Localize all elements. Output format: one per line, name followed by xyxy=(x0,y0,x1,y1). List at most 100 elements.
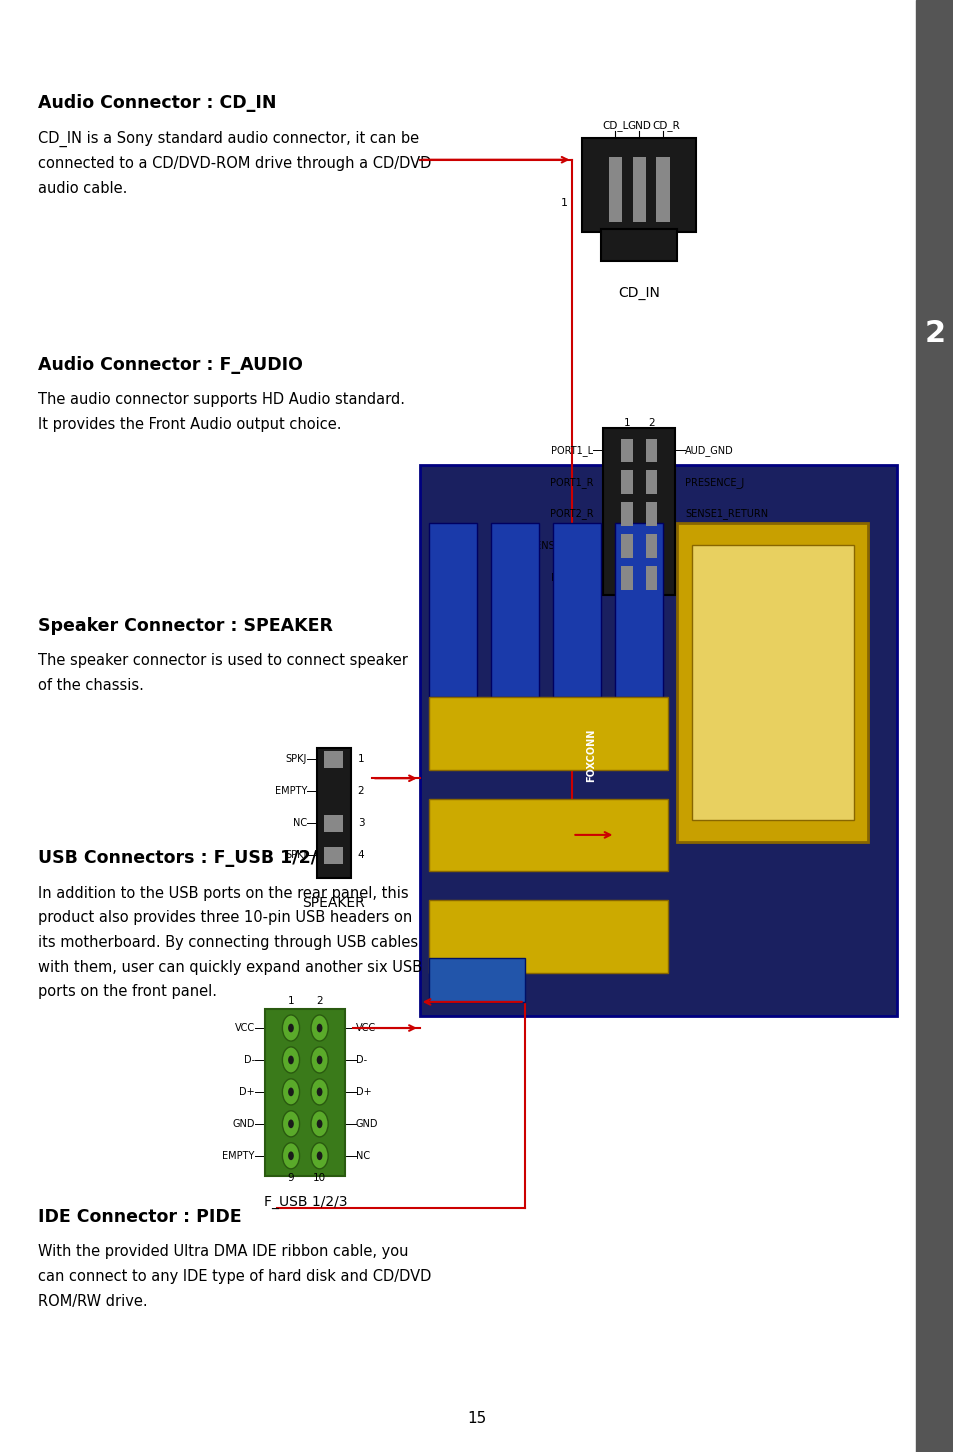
Bar xyxy=(429,799,667,871)
Bar xyxy=(645,439,657,462)
Text: AUD_GND: AUD_GND xyxy=(684,444,733,456)
Text: Speaker Connector : SPEAKER: Speaker Connector : SPEAKER xyxy=(38,617,333,635)
Text: PORT2_L: PORT2_L xyxy=(551,572,593,584)
Text: PORT2_R: PORT2_R xyxy=(549,508,593,520)
Text: The audio connector supports HD Audio standard.
It provides the Front Audio outp: The audio connector supports HD Audio st… xyxy=(38,392,405,431)
Bar xyxy=(691,544,853,820)
Circle shape xyxy=(288,1024,294,1032)
Text: SENSE2_RETURN: SENSE2_RETURN xyxy=(684,572,767,584)
Text: 2: 2 xyxy=(923,319,944,348)
Text: D-: D- xyxy=(243,1056,254,1064)
Circle shape xyxy=(316,1056,322,1064)
Bar xyxy=(645,566,657,590)
Circle shape xyxy=(288,1119,294,1128)
Text: CD_IN is a Sony standard audio connector, it can be
connected to a CD/DVD-ROM dr: CD_IN is a Sony standard audio connector… xyxy=(38,131,431,196)
Text: F_AUDIO: F_AUDIO xyxy=(696,614,756,629)
Text: CD_R: CD_R xyxy=(651,119,679,131)
Text: 1: 1 xyxy=(623,418,629,428)
Text: EMPTY: EMPTY xyxy=(222,1151,254,1160)
Text: SENSE1_RETURN: SENSE1_RETURN xyxy=(684,508,767,520)
Circle shape xyxy=(282,1143,299,1169)
Text: CD_L: CD_L xyxy=(601,119,628,131)
Circle shape xyxy=(282,1079,299,1105)
Circle shape xyxy=(311,1015,328,1041)
Bar xyxy=(324,815,343,832)
Text: SPEAKER: SPEAKER xyxy=(302,896,365,910)
Text: 2: 2 xyxy=(357,787,364,796)
Text: 2: 2 xyxy=(316,996,322,1006)
Bar xyxy=(620,439,632,462)
Circle shape xyxy=(282,1047,299,1073)
Bar xyxy=(620,502,632,526)
Circle shape xyxy=(316,1088,322,1096)
Text: FOXCONN: FOXCONN xyxy=(586,729,596,781)
Bar xyxy=(645,470,657,494)
Circle shape xyxy=(288,1088,294,1096)
Circle shape xyxy=(311,1079,328,1105)
Text: SENSE_SEND: SENSE_SEND xyxy=(529,540,593,552)
Bar xyxy=(265,1009,345,1176)
Text: The speaker connector is used to connect speaker
of the chassis.: The speaker connector is used to connect… xyxy=(38,653,408,693)
Text: 4: 4 xyxy=(357,851,364,860)
Text: F_USB 1/2/3: F_USB 1/2/3 xyxy=(263,1195,347,1210)
Text: GND: GND xyxy=(355,1119,378,1128)
Bar xyxy=(608,157,621,222)
Text: 9: 9 xyxy=(288,1173,294,1183)
Text: D+: D+ xyxy=(239,1088,254,1096)
Bar xyxy=(419,465,896,1016)
Circle shape xyxy=(282,1015,299,1041)
Circle shape xyxy=(311,1143,328,1169)
Text: NC: NC xyxy=(293,819,307,828)
Circle shape xyxy=(316,1151,322,1160)
Bar xyxy=(316,748,351,878)
Text: Audio Connector : F_AUDIO: Audio Connector : F_AUDIO xyxy=(38,356,303,373)
Bar xyxy=(632,157,645,222)
Bar xyxy=(600,229,677,261)
Text: EMPTY: EMPTY xyxy=(274,787,307,796)
Bar xyxy=(677,523,867,842)
Text: PORT1_L: PORT1_L xyxy=(551,444,593,456)
Text: 1: 1 xyxy=(357,755,364,764)
Text: USB Connectors : F_USB 1/2/3: USB Connectors : F_USB 1/2/3 xyxy=(38,849,329,867)
Text: SPKJ: SPKJ xyxy=(286,851,307,860)
Text: NC: NC xyxy=(355,1151,370,1160)
Text: 3: 3 xyxy=(357,819,364,828)
Text: 15: 15 xyxy=(467,1411,486,1426)
Circle shape xyxy=(288,1056,294,1064)
Text: IDE Connector : PIDE: IDE Connector : PIDE xyxy=(38,1208,241,1225)
Text: 9: 9 xyxy=(623,600,629,610)
Bar xyxy=(429,697,667,770)
Bar xyxy=(581,138,696,232)
Bar xyxy=(656,157,669,222)
Text: D+: D+ xyxy=(355,1088,371,1096)
Bar xyxy=(324,847,343,864)
Text: 10: 10 xyxy=(313,1173,326,1183)
Bar xyxy=(602,428,675,595)
Bar xyxy=(620,566,632,590)
Text: CD_IN: CD_IN xyxy=(618,286,659,301)
Text: In addition to the USB ports on the rear panel, this
product also provides three: In addition to the USB ports on the rear… xyxy=(38,886,422,999)
Bar xyxy=(620,534,632,558)
Circle shape xyxy=(288,1151,294,1160)
Bar xyxy=(324,751,343,768)
Text: VCC: VCC xyxy=(355,1024,375,1032)
Text: Audio Connector : CD_IN: Audio Connector : CD_IN xyxy=(38,94,276,112)
Bar xyxy=(645,534,657,558)
Circle shape xyxy=(316,1119,322,1128)
Bar xyxy=(429,523,476,697)
Bar xyxy=(645,502,657,526)
Text: 1: 1 xyxy=(288,996,294,1006)
Bar xyxy=(620,470,632,494)
Text: SPKJ: SPKJ xyxy=(286,755,307,764)
Text: GND: GND xyxy=(626,121,651,131)
Text: PORT1_R: PORT1_R xyxy=(549,476,593,488)
Circle shape xyxy=(311,1047,328,1073)
Circle shape xyxy=(311,1111,328,1137)
Bar xyxy=(553,523,600,697)
Text: 2: 2 xyxy=(648,418,654,428)
Text: PRESENCE_J: PRESENCE_J xyxy=(684,476,743,488)
Text: EMPTY: EMPTY xyxy=(684,542,717,550)
Text: 10: 10 xyxy=(644,600,658,610)
Circle shape xyxy=(316,1024,322,1032)
Bar xyxy=(429,958,524,1002)
